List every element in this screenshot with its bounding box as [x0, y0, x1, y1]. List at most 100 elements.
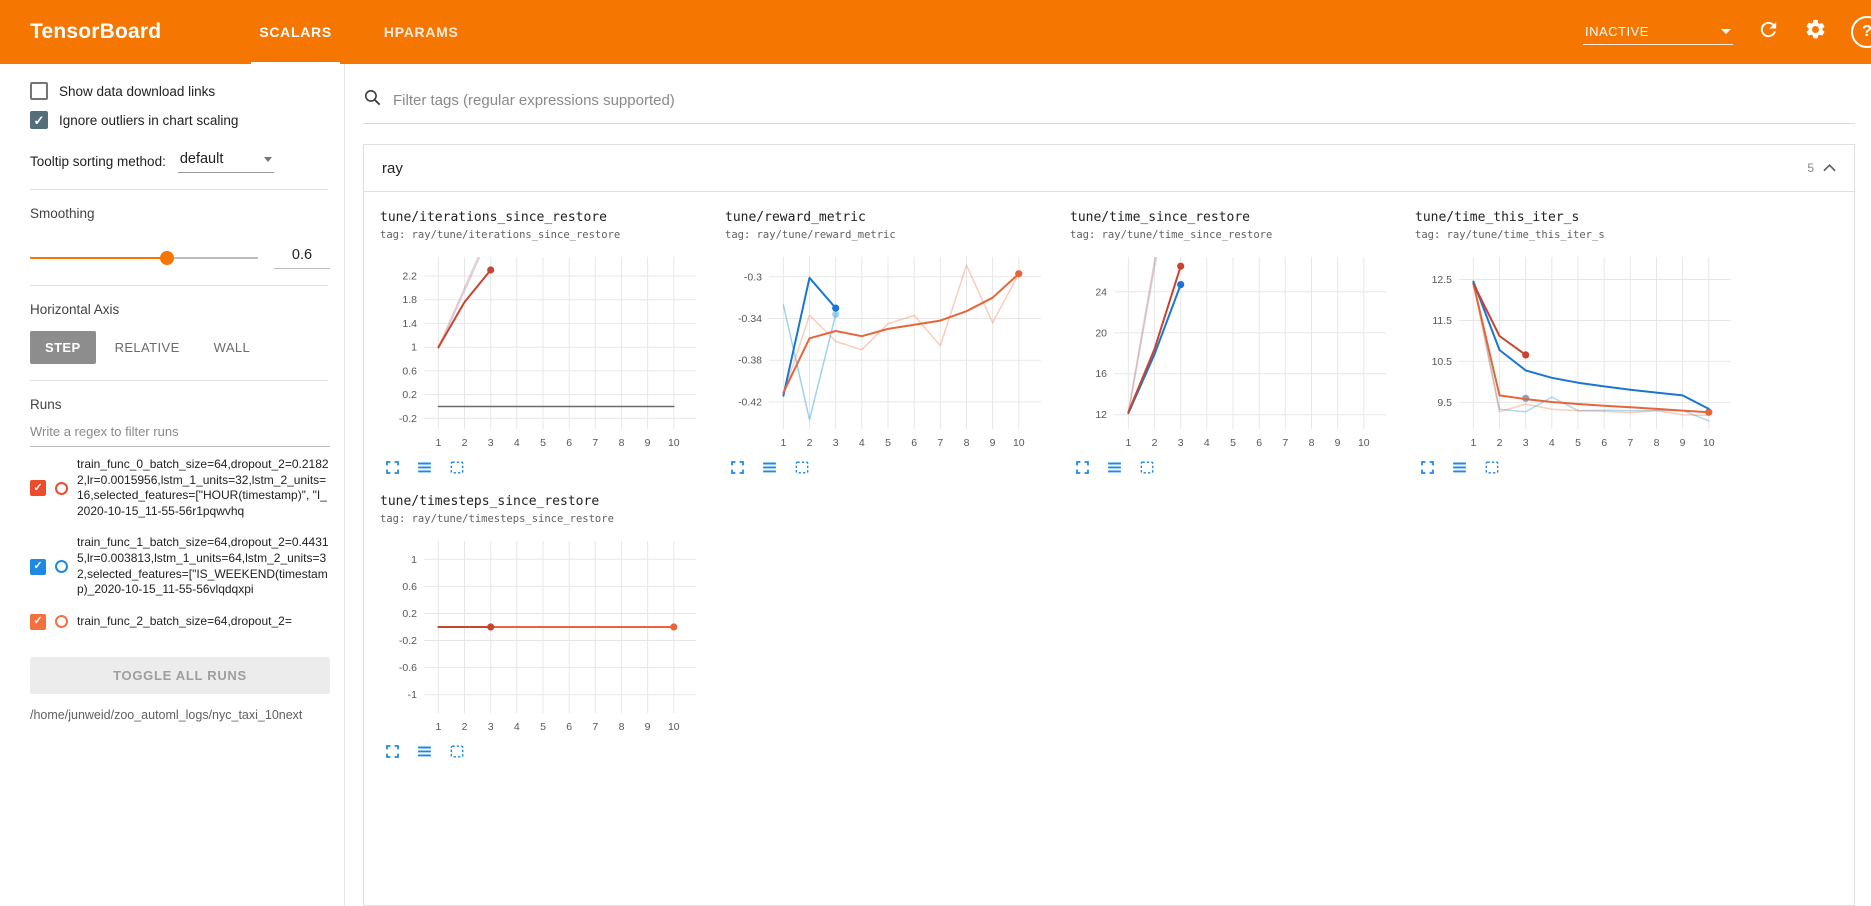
chart-title: tune/reward_metric [725, 210, 866, 225]
refresh-icon [1757, 18, 1780, 46]
help-icon[interactable]: ? [1851, 16, 1871, 48]
svg-text:11.5: 11.5 [1432, 315, 1452, 327]
svg-text:9: 9 [990, 437, 996, 449]
svg-text:5: 5 [540, 721, 546, 733]
expand-chart-icon[interactable] [384, 743, 401, 760]
chart-tag: tag: ray/tune/iterations_since_restore [380, 229, 621, 241]
svg-text:12.5: 12.5 [1432, 274, 1453, 286]
runs-selector-icon[interactable] [1106, 459, 1123, 476]
main-panel: ray 5 tune/iterations_since_restore tag:… [345, 64, 1871, 906]
settings-checkbox[interactable] [30, 82, 48, 100]
tag-group-meta: 5 [1807, 161, 1836, 175]
pin-chart-icon[interactable] [793, 459, 811, 476]
chart-toolbar [384, 459, 712, 476]
svg-text:7: 7 [937, 437, 943, 449]
axis-step-button[interactable]: STEP [30, 331, 96, 364]
gear-icon [1804, 18, 1827, 46]
svg-text:3: 3 [488, 721, 494, 733]
status-dropdown[interactable]: INACTIVE [1583, 19, 1733, 45]
settings-checkbox[interactable]: ✓ [30, 111, 48, 129]
chart-plot[interactable]: 1 2 3 4 5 6 7 8 9 10 -0.42 -0.38 -0.34 -0.3 [725, 249, 1055, 455]
svg-text:2.2: 2.2 [402, 271, 417, 283]
svg-text:2: 2 [807, 437, 813, 449]
svg-text:4: 4 [1549, 437, 1555, 449]
pin-chart-icon[interactable] [1138, 459, 1156, 476]
svg-text:1: 1 [411, 554, 417, 566]
chart-plot[interactable]: 1 2 3 4 5 6 7 8 9 10 -1 -0.6 -0.2 0.2 0.6 1 [380, 533, 710, 739]
svg-text:2: 2 [462, 437, 468, 449]
runs-filter-input[interactable] [30, 418, 330, 447]
show-download-links-checkbox-row[interactable]: Show data download links [30, 82, 330, 100]
svg-text:0.2: 0.2 [402, 608, 417, 620]
runs-selector-icon[interactable] [1451, 459, 1468, 476]
svg-text:1: 1 [780, 437, 786, 449]
chart-toolbar [1419, 459, 1747, 476]
smoothing-slider-thumb[interactable] [159, 251, 174, 265]
run-checkbox[interactable]: ✓ [30, 480, 46, 497]
run-list-item[interactable]: ✓ train_func_1_batch_size=64,dropout_2=0… [30, 527, 330, 605]
runs-selector-icon[interactable] [416, 459, 433, 476]
svg-text:5: 5 [540, 437, 546, 449]
settings-button[interactable] [1804, 18, 1827, 46]
svg-text:-0.34: -0.34 [738, 313, 762, 325]
horizontal-axis-buttons: STEP RELATIVE WALL [30, 331, 330, 364]
chart-plot[interactable]: 1 2 3 4 5 6 7 8 9 10 9.5 10.5 11.5 12.5 [1415, 249, 1745, 455]
svg-text:2: 2 [1497, 437, 1503, 449]
svg-text:10: 10 [668, 437, 680, 449]
svg-text:6: 6 [1601, 437, 1607, 449]
smoothing-slider[interactable] [30, 251, 258, 265]
svg-text:2: 2 [1152, 437, 1158, 449]
smoothing-value-input[interactable]: 0.6 [274, 247, 330, 269]
runs-selector-icon[interactable] [761, 459, 778, 476]
smoothing-row: 0.6 [30, 247, 330, 269]
chart-plot[interactable]: 1 2 3 4 5 6 7 8 9 10 -0.2 0.2 0.6 1 1.4 1.8 2.2 [380, 249, 710, 455]
tag-filter-input[interactable] [393, 91, 1855, 109]
pin-chart-icon[interactable] [448, 743, 466, 760]
axis-relative-button[interactable]: RELATIVE [114, 340, 180, 355]
chevron-up-icon[interactable] [1823, 161, 1836, 175]
svg-text:4: 4 [514, 437, 520, 449]
ignore-outliers-checkbox-row[interactable]: ✓ Ignore outliers in chart scaling [30, 111, 330, 129]
svg-text:10: 10 [1013, 437, 1025, 449]
pin-chart-icon[interactable] [448, 459, 466, 476]
axis-wall-button[interactable]: WALL [213, 340, 251, 355]
expand-chart-icon[interactable] [1074, 459, 1091, 476]
smoothing-label: Smoothing [30, 206, 95, 221]
svg-text:1: 1 [1125, 437, 1131, 449]
svg-text:6: 6 [566, 437, 572, 449]
chart-card: tune/reward_metric tag: ray/tune/reward_… [725, 210, 1057, 488]
checkbox-label: Ignore outliers in chart scaling [59, 112, 239, 128]
chart-title: tune/time_since_restore [1070, 210, 1251, 225]
tab-hparams[interactable]: HPARAMS [383, 24, 459, 40]
run-list-item[interactable]: ✓ train_func_0_batch_size=64,dropout_2=0… [30, 449, 330, 527]
svg-text:4: 4 [1204, 437, 1210, 449]
chart-toolbar [1074, 459, 1402, 476]
pin-chart-icon[interactable] [1483, 459, 1501, 476]
svg-text:7: 7 [592, 721, 598, 733]
app-body: Show data download links ✓ Ignore outlie… [0, 64, 1871, 906]
run-list-item[interactable]: ✓ train_func_2_batch_size=64,dropout_2= [30, 606, 330, 638]
expand-chart-icon[interactable] [384, 459, 401, 476]
expand-chart-icon[interactable] [1419, 459, 1436, 476]
status-dropdown-value: INACTIVE [1585, 24, 1649, 39]
tag-group-header[interactable]: ray 5 [364, 145, 1854, 192]
toggle-all-runs-button[interactable]: TOGGLE ALL RUNS [30, 657, 330, 694]
expand-chart-icon[interactable] [729, 459, 746, 476]
tab-scalars[interactable]: SCALARS [233, 0, 358, 64]
refresh-button[interactable] [1757, 18, 1780, 46]
svg-text:24: 24 [1095, 286, 1107, 298]
tag-group-title: ray [382, 159, 403, 177]
runs-selector-icon[interactable] [416, 743, 433, 760]
app-header: TensorBoard SCALARS HPARAMS INACTIVE ? [0, 0, 1871, 64]
svg-text:-0.3: -0.3 [744, 271, 762, 283]
run-checkbox[interactable]: ✓ [30, 613, 46, 630]
tooltip-sorting-select[interactable]: default [177, 149, 274, 173]
svg-text:6: 6 [1256, 437, 1262, 449]
svg-text:9: 9 [645, 721, 651, 733]
run-label: train_func_0_batch_size=64,dropout_2=0.2… [77, 457, 329, 518]
svg-text:8: 8 [619, 437, 625, 449]
run-checkbox[interactable]: ✓ [30, 558, 46, 575]
chart-card: tune/iterations_since_restore tag: ray/t… [380, 210, 712, 488]
tooltip-sorting-label: Tooltip sorting method: [30, 153, 166, 169]
